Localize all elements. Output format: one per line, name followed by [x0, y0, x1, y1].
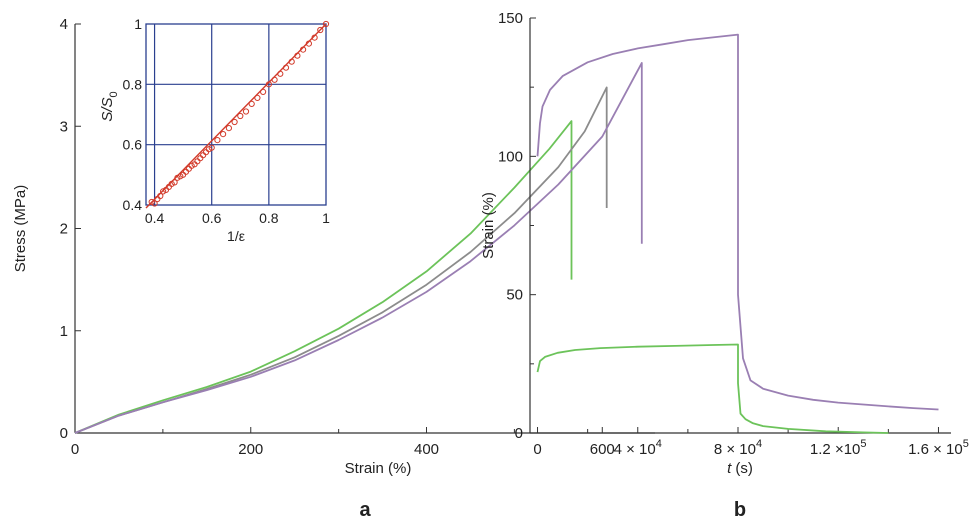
inset-point [174, 174, 181, 181]
y-tick-label-b: 0 [515, 425, 523, 442]
inset-point [260, 88, 267, 96]
panel-a: 0 200 400 600 0 1 2 3 4 Strain (%) Stress (MPa) a 0.… [12, 16, 655, 521]
inset-point [294, 52, 301, 59]
inset-y-axis-label-main: S/S [99, 97, 116, 121]
x-axis-label-a: Strain (%) [345, 460, 412, 477]
inset-y-axis-label: S/S0 [99, 91, 120, 121]
inset-point [282, 64, 290, 71]
series-line-b-purple [536, 33, 939, 411]
x-tick-label-b-base: 1.6 × 10 [908, 441, 963, 458]
inset-point [288, 58, 295, 65]
x-tick-label-b-exp: 4 [756, 438, 762, 450]
inset-x-axis-label: 1/ε [227, 228, 245, 244]
inset-point [277, 70, 284, 77]
y-tick-label-b: 100 [498, 148, 523, 165]
inset-point [157, 192, 164, 200]
x-tick-label-a: 0 [71, 441, 79, 458]
inset-x-tick-label: 0.6 [202, 210, 222, 226]
inset-point [148, 198, 155, 206]
inset-point [237, 112, 244, 120]
x-axis-label-b-unit: (s) [731, 460, 753, 477]
inset-point [188, 162, 195, 169]
inset-point [265, 81, 272, 88]
inset-point [248, 100, 255, 108]
panel-label-a: a [359, 499, 371, 521]
inset-point [208, 144, 215, 151]
x-tick-label-b-base: 0 [533, 441, 541, 458]
inset-point [225, 125, 232, 132]
series-line-purple [74, 62, 643, 434]
y-tick-label-b: 50 [506, 287, 523, 304]
inset-point [231, 118, 238, 126]
inset-point [160, 188, 167, 195]
x-tick-label-b-base: 4 × 10 [614, 441, 656, 458]
inset-point [220, 131, 227, 138]
y-tick-label-a: 1 [60, 323, 68, 340]
inset-y-tick-label: 0.8 [123, 76, 143, 92]
y-tick-label-a: 0 [60, 425, 68, 442]
inset-fit-line [145, 23, 327, 209]
inset-y-tick-label: 1 [134, 16, 142, 32]
series-line-b-green [536, 343, 889, 434]
x-tick-label-a: 400 [414, 441, 439, 458]
inset-chart: 0.4 0.6 0.8 1 0.4 0.6 0.8 1 1/ε S/S0 [99, 16, 330, 244]
x-axis-label-b: t (s) [727, 460, 753, 477]
x-tick-label-b-base: 8 × 10 [714, 441, 756, 458]
x-tick-label-b-exp: 5 [963, 438, 969, 450]
y-axis-label-a: Stress (MPa) [12, 185, 29, 273]
inset-point [242, 108, 250, 115]
x-tick-label-b: 1.6 × 105 [908, 438, 969, 458]
inset-point [305, 40, 312, 47]
inset-point [311, 34, 318, 41]
inset-x-tick-label: 0.8 [259, 210, 279, 226]
inset-point [322, 20, 330, 28]
inset-point [254, 94, 261, 102]
series-line-green [74, 120, 573, 434]
inset-point [151, 200, 158, 207]
inset-point [300, 46, 307, 53]
x-tick-label-b-exp: 4 [656, 438, 662, 450]
x-tick-label-a: 200 [238, 441, 263, 458]
inset-point [317, 26, 324, 34]
inset-y-tick-label: 0.6 [123, 137, 143, 153]
x-tick-label-a: 600 [590, 441, 615, 458]
y-axis-label-b: Strain (%) [480, 192, 497, 259]
y-tick-label-a: 3 [60, 118, 68, 135]
inset-point [271, 76, 278, 83]
x-tick-label-b: 8 × 104 [714, 438, 762, 458]
x-tick-label-b: 1.2 ×105 [810, 438, 867, 458]
inset-point [214, 137, 221, 144]
y-tick-label-a: 2 [60, 221, 68, 238]
x-tick-label-b: 4 × 104 [614, 438, 662, 458]
inset-point [171, 179, 178, 186]
inset-point [168, 180, 175, 187]
y-tick-label-a: 4 [60, 16, 68, 33]
x-tick-label-b: 0 [533, 441, 541, 458]
inset-y-tick-label: 0.4 [123, 197, 143, 213]
x-tick-label-b-base: 1.2 ×10 [810, 441, 860, 458]
panel-label-b: b [734, 499, 746, 521]
x-tick-label-b-exp: 5 [860, 438, 866, 450]
y-tick-label-b: 150 [498, 10, 523, 27]
inset-y-axis-label-sub: 0 [108, 91, 120, 97]
inset-x-tick-label: 1 [322, 210, 330, 226]
x-axis-label-b-var: t [727, 460, 732, 477]
inset-x-tick-label: 0.4 [145, 210, 165, 226]
